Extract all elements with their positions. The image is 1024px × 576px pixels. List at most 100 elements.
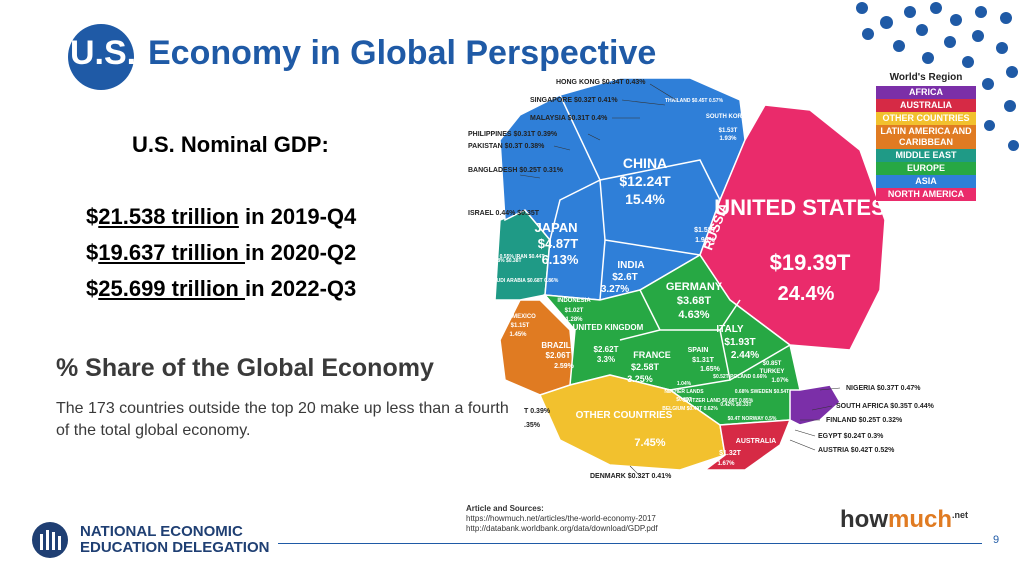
cell-austria-small: 0.42% $0.33T <box>720 402 751 408</box>
cell-australia-value: $1.32T <box>719 450 742 457</box>
gdp-amount: 19.637 trillion <box>98 240 245 265</box>
howmuch-logo: howmuch.net <box>840 506 969 533</box>
cell-turkey-value: $0.85T <box>763 361 782 367</box>
cell-netherlands-name: NETHER LANDS <box>664 389 704 395</box>
cell-uk-value: $2.62T <box>594 345 619 354</box>
cell-other-name: OTHER COUNTRIES <box>576 410 673 421</box>
cell-belgium: BELGIUM $0.49T 0.62% <box>662 406 718 412</box>
callout-left1: T 0.39% <box>524 408 551 415</box>
cell-mexico-name: MEXICO <box>512 314 536 320</box>
cell-canada-value: $1.65T <box>826 348 855 358</box>
cell-switzerland: SWITZER LAND $0.68T 0.85% <box>683 398 754 404</box>
cell-saudi: SAUDI ARABIA $0.68T 0.86% <box>490 278 559 284</box>
cell-thailand: THAILAND $0.45T 0.57% <box>665 98 724 104</box>
cell-france-value: $2.58T <box>631 362 660 372</box>
cell-australia-pct: 1.67% <box>717 461 735 467</box>
callout-left2: .35% <box>524 422 541 429</box>
sources-link-1[interactable]: https://howmuch.net/articles/the-world-e… <box>466 514 656 523</box>
callout-finland: FINLAND $0.25T 0.32% <box>826 417 903 424</box>
cell-italy-value: $1.93T <box>724 337 755 348</box>
share-title: % Share of the Global Economy <box>56 354 434 382</box>
cell-other-pct: 7.45% <box>634 437 665 449</box>
cell-germany-pct: 4.63% <box>678 309 709 321</box>
cell-korea-value: $1.53T <box>719 128 738 134</box>
cell-indonesia-value: $1.02T <box>565 308 584 314</box>
cell-japan-value: $4.87T <box>538 236 579 251</box>
gdp-period: in 2022-Q3 <box>244 276 357 301</box>
page-title: Economy in Global Perspective <box>148 34 657 72</box>
cell-germany-name: GERMANY <box>666 281 723 293</box>
gdp-period: in 2020-Q2 <box>244 240 357 265</box>
legend-item: OTHER COUNTRIES <box>876 112 976 125</box>
cell-brazil-value: $2.06T <box>546 351 571 360</box>
callout-malaysia: MALAYSIA $0.31T 0.4% <box>530 115 608 122</box>
legend-item: AFRICA <box>876 86 976 99</box>
cell-japan-name: JAPAN <box>534 220 577 235</box>
cell-norway: $0.4T NORWAY 0.5% <box>728 416 777 422</box>
gdp-period: in 2019-Q4 <box>238 204 357 229</box>
cell-italy-pct: 2.44% <box>731 350 759 361</box>
cell-sweden: 0.68% SWEDEN $0.54T <box>735 389 789 395</box>
callout-austria: AUSTRIA $0.42T 0.52% <box>818 447 895 454</box>
cell-us-name: UNITED STATES <box>714 195 886 220</box>
nee-line-2: EDUCATION DELEGATION <box>80 539 270 556</box>
legend-item: EUROPE <box>876 162 976 175</box>
legend-title: World's Region <box>889 72 963 83</box>
cell-korea-name: SOUTH KOREA <box>706 114 751 120</box>
cell-turkey-name: TURKEY <box>760 369 785 375</box>
sources-link-2[interactable]: http://databank.worldbank.org/data/downl… <box>466 524 658 533</box>
cell-netherlands-pct: 1.04% <box>677 381 692 387</box>
gdp-line: $19.637 trillion in 2020-Q2 <box>86 240 357 265</box>
callout-bangladesh: BANGLADESH $0.25T 0.31% <box>468 167 564 174</box>
cell-india-value: $2.6T <box>612 272 638 283</box>
gdp-line: $25.699 trillion in 2022-Q3 <box>86 276 357 301</box>
callout-egypt: EGYPT $0.24T 0.3% <box>818 433 884 440</box>
title-us: U.S. <box>70 34 137 72</box>
title-badge <box>68 24 134 90</box>
sources-heading: Article and Sources: <box>466 504 544 513</box>
cell-canada-pct: 2.08% <box>804 369 827 378</box>
region-africa <box>789 384 841 426</box>
nee-line-1: NATIONAL ECONOMIC <box>80 523 243 540</box>
legend-item: LATIN AMERICA AND CARIBBEAN <box>876 125 976 149</box>
cell-mexico-value: $1.15T <box>511 323 530 329</box>
cell-china-pct: 15.4% <box>625 191 665 207</box>
share-subtitle: The 173 countries outside the top 20 mak… <box>56 400 509 439</box>
legend-item: NORTH AMERICA <box>876 188 976 201</box>
callout-singapore: SINGAPORE $0.32T 0.41% <box>530 97 618 104</box>
cell-canada-name: CANADA <box>803 358 842 368</box>
callout-hongkong: HONG KONG $0.34T 0.43% <box>556 79 646 86</box>
cell-spain-pct: 1.65% <box>700 366 721 373</box>
cell-france-pct: 3.25% <box>627 374 653 384</box>
sources: Article and Sources: https://howmuch.net… <box>466 504 658 534</box>
callout-lines <box>519 83 841 477</box>
cell-brazil-pct: 2.59% <box>554 363 575 370</box>
cell-india-name: INDIA <box>617 260 644 271</box>
cell-germany-value: $3.68T <box>677 295 712 307</box>
cell-iran: 0.55% IRAN $0.44T <box>500 254 545 260</box>
callout-pakistan: PAKISTAN $0.3T 0.38% <box>468 143 545 150</box>
cell-netherlands-value: $0.83T <box>676 397 692 403</box>
cell-poland: $0.52T POLAND 0.66% <box>713 374 767 380</box>
callout-philippines: PHILIPPINES $0.31T 0.39% <box>468 131 558 138</box>
cell-indonesia-pct: 1.28% <box>565 317 583 323</box>
nee-org-name: NATIONAL ECONOMIC EDUCATION DELEGATION <box>80 524 269 556</box>
region-north-america <box>699 104 886 351</box>
cell-spain-name: SPAIN <box>688 347 709 354</box>
cell-us-pct: 24.4% <box>778 283 835 305</box>
cell-india-pct: 3.27% <box>601 284 629 295</box>
cell-israel: ISRAEL 0.44% $0.35T <box>468 210 540 217</box>
cell-korea-pct: 1.93% <box>719 136 737 142</box>
cell-russia-value: $1.58T <box>694 227 717 234</box>
cell-uae: UAE 0.48% $0.38T <box>478 258 521 264</box>
gdp-amount: 21.538 trillion <box>98 204 239 229</box>
cell-uk-pct: 3.3% <box>597 355 615 364</box>
cell-china-name: CHINA <box>623 155 667 171</box>
cell-turkey-pct: 1.07% <box>771 378 789 384</box>
cell-italy-name: ITALY <box>716 324 744 335</box>
cell-russia-pct: 1.99% <box>695 237 716 244</box>
callout-nigeria: NIGERIA $0.37T 0.47% <box>846 385 921 392</box>
cell-japan-pct: 6.13% <box>542 252 579 267</box>
nee-logo-icon <box>32 522 68 558</box>
gdp-amount: 25.699 trillion <box>98 276 245 301</box>
